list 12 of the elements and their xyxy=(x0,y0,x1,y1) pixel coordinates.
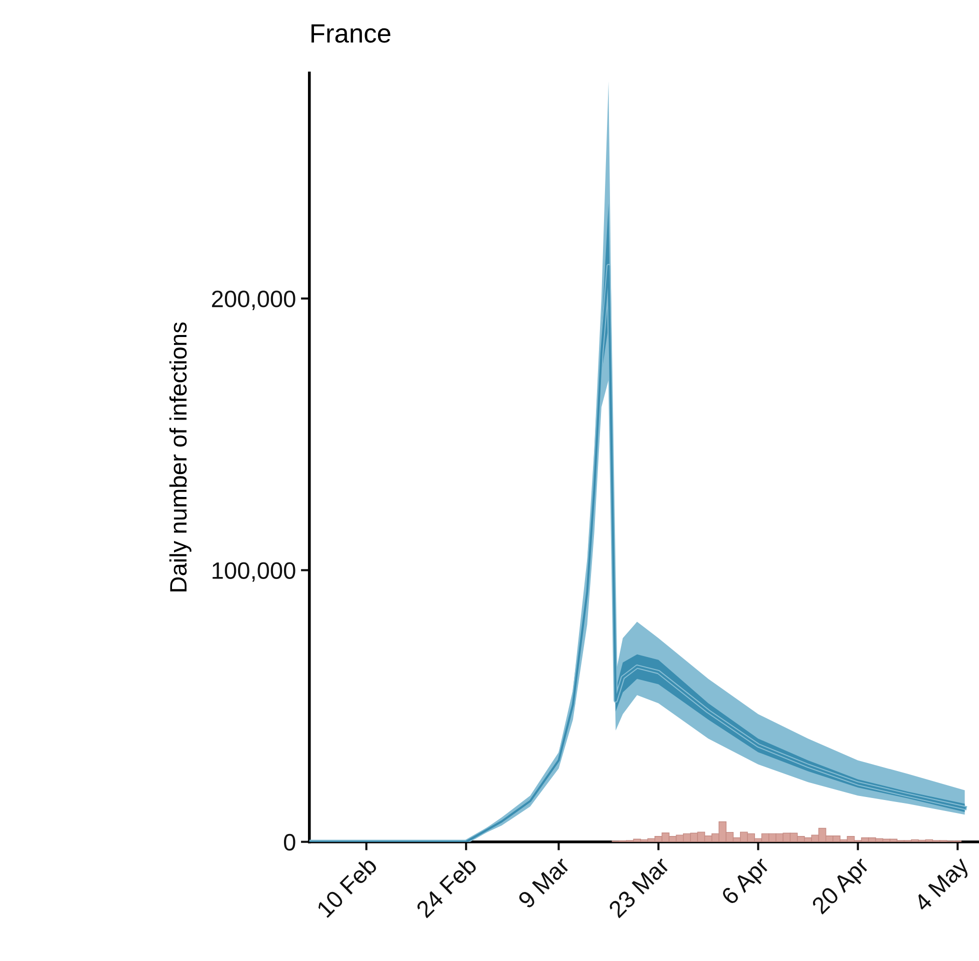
y-axis-title: Daily number of infections xyxy=(169,322,192,592)
y-tick-label: 100,000 xyxy=(212,562,296,582)
x-tick-label: 6 Apr xyxy=(720,856,774,909)
y-tick-label: 200,000 xyxy=(212,290,296,310)
x-tick-label: 20 Apr xyxy=(810,856,874,918)
y-tick-label: 0 xyxy=(284,834,296,851)
x-tick-label: 4 May xyxy=(913,856,974,916)
x-tick-label: 23 Mar xyxy=(608,856,670,918)
x-tick-label: 10 Feb xyxy=(316,856,378,918)
x-tick-label: 24 Feb xyxy=(414,856,478,918)
x-tick-label: 9 Mar xyxy=(517,856,571,910)
chart-title: France xyxy=(312,24,390,43)
